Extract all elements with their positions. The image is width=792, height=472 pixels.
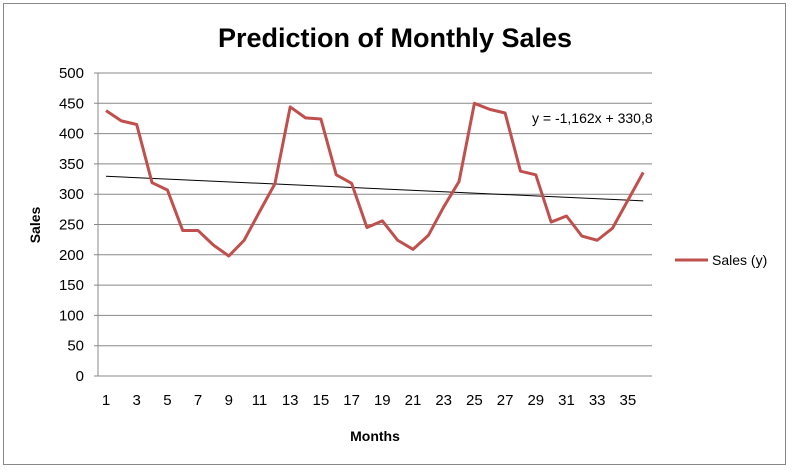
y-tick-label: 100 bbox=[59, 307, 84, 324]
x-tick-label: 33 bbox=[589, 392, 606, 409]
x-tick-label: 35 bbox=[620, 392, 637, 409]
y-axis-label: Sales bbox=[27, 206, 43, 243]
series-line-sales bbox=[105, 101, 645, 258]
trendline-equation: y = -1,162x + 330,8 bbox=[532, 110, 653, 126]
x-tick-label: 9 bbox=[225, 392, 233, 409]
x-tick-label: 13 bbox=[282, 392, 299, 409]
x-tick-label: 3 bbox=[133, 392, 141, 409]
y-tick-label: 300 bbox=[59, 186, 84, 203]
y-tick-label: 350 bbox=[59, 156, 84, 173]
x-tick-label: 23 bbox=[435, 392, 452, 409]
x-tick-label: 21 bbox=[405, 392, 422, 409]
trendline bbox=[105, 175, 644, 202]
x-tick-label: 29 bbox=[527, 392, 544, 409]
x-tick-label: 17 bbox=[343, 392, 360, 409]
x-tick-label: 5 bbox=[163, 392, 171, 409]
y-tick-label: 200 bbox=[59, 247, 84, 264]
chart-border bbox=[3, 3, 786, 465]
y-tick-label: 50 bbox=[67, 338, 84, 355]
x-tick-label: 11 bbox=[252, 392, 268, 409]
y-tick-label: 250 bbox=[59, 217, 84, 234]
y-tick-label: 450 bbox=[59, 95, 84, 112]
y-tick-label: 150 bbox=[59, 277, 84, 294]
legend-label-sales: Sales (y) bbox=[712, 252, 767, 268]
x-tick-label: 15 bbox=[313, 392, 330, 409]
x-tick-label: 1 bbox=[102, 392, 110, 409]
y-tick-label: 500 bbox=[59, 65, 84, 82]
y-tick-label: 0 bbox=[76, 368, 84, 385]
x-tick-label: 27 bbox=[497, 392, 514, 409]
x-tick-label: 31 bbox=[558, 392, 575, 409]
x-tick-label: 7 bbox=[194, 392, 202, 409]
x-axis-label: Months bbox=[350, 428, 400, 444]
y-tick-label: 400 bbox=[59, 126, 84, 143]
x-tick-label: 19 bbox=[374, 392, 391, 409]
chart-title: Prediction of Monthly Sales bbox=[218, 23, 572, 53]
x-tick-label: 25 bbox=[466, 392, 483, 409]
